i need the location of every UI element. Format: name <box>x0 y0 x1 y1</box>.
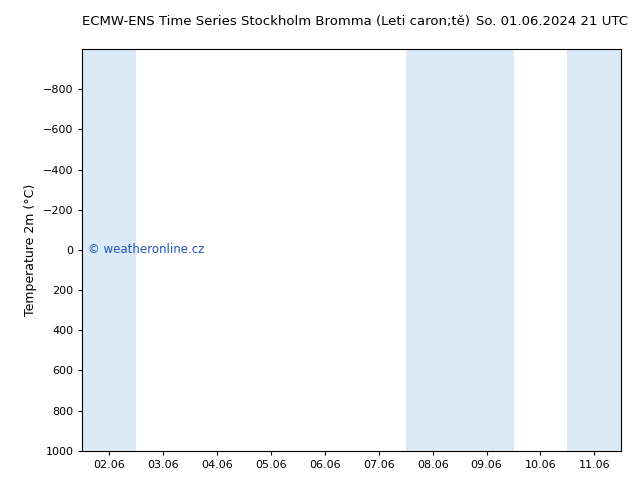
Text: ECMW-ENS Time Series Stockholm Bromma (Leti caron;tě): ECMW-ENS Time Series Stockholm Bromma (L… <box>82 15 470 28</box>
Bar <box>567 49 621 451</box>
Bar <box>82 49 136 451</box>
Text: So. 01.06.2024 21 UTC: So. 01.06.2024 21 UTC <box>476 15 628 28</box>
Bar <box>406 49 514 451</box>
Text: © weatheronline.cz: © weatheronline.cz <box>87 244 204 256</box>
Y-axis label: Temperature 2m (°C): Temperature 2m (°C) <box>24 184 37 316</box>
